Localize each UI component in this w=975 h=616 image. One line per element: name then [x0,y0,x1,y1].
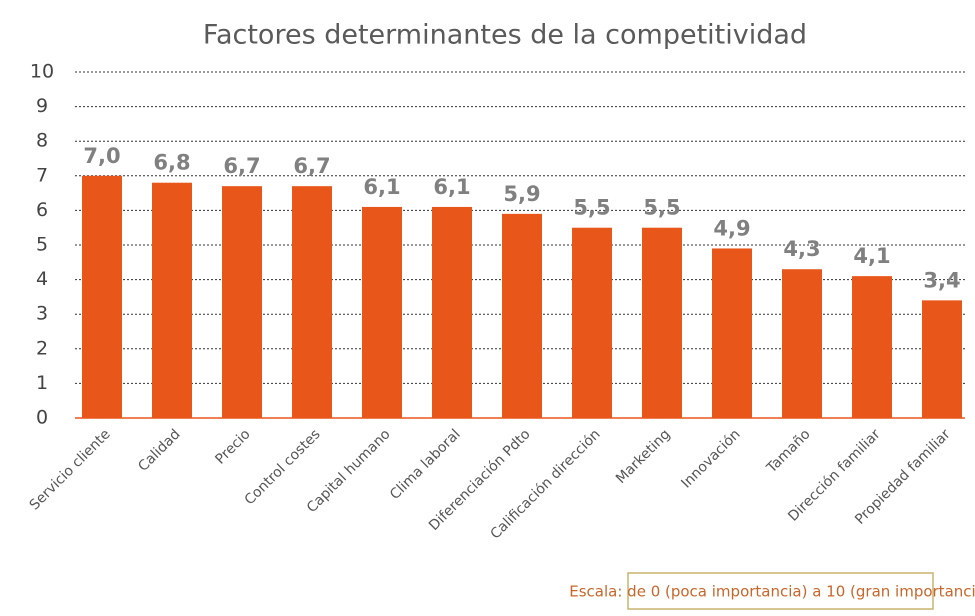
y-tick-label: 1 [36,372,48,394]
x-tick-label: Servicio cliente [27,426,114,513]
bar [82,175,122,418]
value-label: 6,7 [293,154,330,178]
bar [712,248,752,418]
y-tick-label: 9 [36,95,48,117]
value-label: 6,8 [153,151,190,175]
value-label: 6,1 [363,175,400,199]
value-label: 4,9 [713,216,750,240]
y-tick-label: 4 [36,268,48,290]
annotation-box [627,572,934,610]
value-label: 4,3 [783,237,820,261]
y-tick-label: 3 [36,303,48,325]
value-label: 6,7 [223,154,260,178]
value-label: 5,5 [643,196,680,220]
bar [572,227,612,418]
x-tick-label: Innovación [678,426,743,491]
value-label: 3,4 [923,268,960,292]
bar [922,300,962,418]
y-tick-label: 7 [36,164,48,186]
value-label: 7,0 [83,144,120,168]
bar [362,206,402,418]
bar [642,227,682,418]
y-tick-label: 8 [36,130,48,152]
y-tick-label: 0 [36,407,48,429]
bar [152,182,192,418]
y-tick-label: 5 [36,234,48,256]
bar [502,213,542,418]
bar [852,276,892,418]
y-tick-label: 10 [30,61,54,83]
x-tick-label: Tamaño [763,426,814,477]
y-tick-label: 2 [36,337,48,359]
value-label: 5,9 [503,182,540,206]
bar [292,186,332,418]
x-tick-label: Clima laboral [387,426,464,503]
x-tick-label: Calidad [135,426,183,474]
y-tick-label: 6 [36,199,48,221]
x-tick-label: Precio [212,426,253,467]
bar [432,206,472,418]
value-label: 6,1 [433,175,470,199]
bar [782,269,822,418]
chart-title: Factores determinantes de la competitivi… [203,20,807,51]
annotation: Escala: de 0 (poca importancia) a 10 (gr… [569,583,975,601]
x-tick-label: Marketing [613,426,674,487]
value-label: 4,1 [853,244,890,268]
value-label: 5,5 [573,196,610,220]
bar [222,186,262,418]
